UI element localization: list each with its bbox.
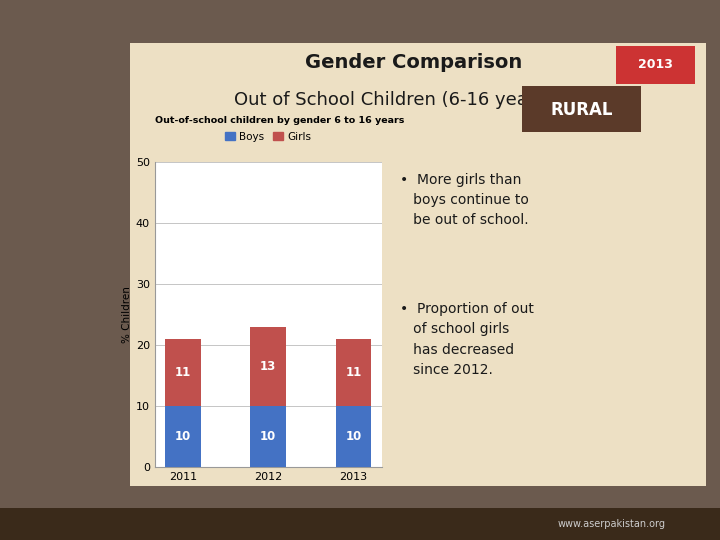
- Text: 11: 11: [175, 366, 191, 379]
- Text: •  Proportion of out
   of school girls
   has decreased
   since 2012.: • Proportion of out of school girls has …: [400, 302, 534, 376]
- Bar: [336, 406, 372, 467]
- FancyBboxPatch shape: [616, 46, 695, 84]
- Text: 10: 10: [346, 430, 361, 443]
- FancyBboxPatch shape: [130, 43, 706, 486]
- Y-axis label: % Children: % Children: [122, 286, 132, 343]
- Text: 10: 10: [260, 430, 276, 443]
- Bar: [336, 339, 372, 406]
- Bar: [165, 406, 201, 467]
- Text: 11: 11: [346, 366, 361, 379]
- FancyBboxPatch shape: [522, 86, 641, 132]
- Legend: Boys, Girls: Boys, Girls: [221, 127, 315, 146]
- Bar: [251, 327, 286, 406]
- Text: 2013: 2013: [638, 58, 672, 71]
- Text: Out of School Children (6-16 years): Out of School Children (6-16 years): [233, 91, 552, 109]
- FancyBboxPatch shape: [0, 508, 720, 540]
- Text: www.aserpakistan.org: www.aserpakistan.org: [558, 519, 666, 529]
- Bar: [251, 406, 286, 467]
- Text: Gender Comparison: Gender Comparison: [305, 52, 523, 72]
- Text: •  More girls than
   boys continue to
   be out of school.: • More girls than boys continue to be ou…: [400, 173, 528, 227]
- Text: 13: 13: [260, 360, 276, 373]
- Text: RURAL: RURAL: [551, 100, 613, 119]
- Text: Out-of-school children by gender 6 to 16 years: Out-of-school children by gender 6 to 16…: [155, 116, 404, 125]
- Bar: [165, 339, 201, 406]
- Text: 10: 10: [175, 430, 191, 443]
